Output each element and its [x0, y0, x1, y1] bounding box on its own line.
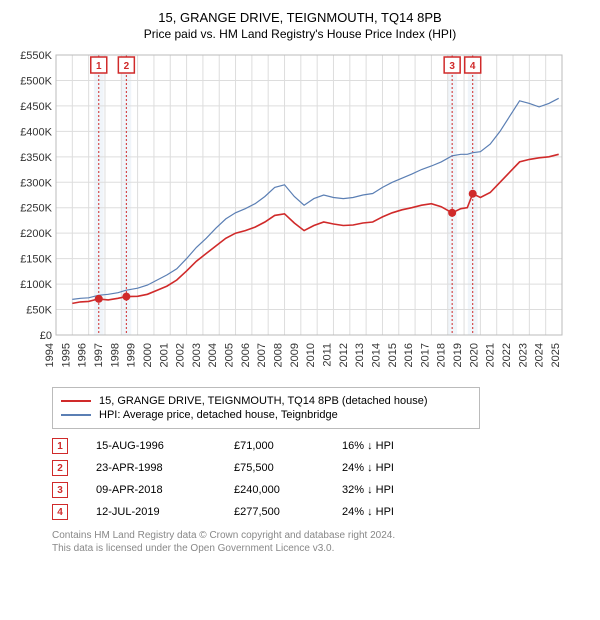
event-row: 3 09-APR-2018 £240,000 32% ↓ HPI — [52, 479, 590, 501]
chart-container: 15, GRANGE DRIVE, TEIGNMOUTH, TQ14 8PB P… — [0, 0, 600, 565]
svg-text:1: 1 — [96, 61, 102, 72]
event-delta: 16% ↓ HPI — [342, 440, 442, 452]
svg-text:1999: 1999 — [126, 343, 138, 367]
legend-label-red: 15, GRANGE DRIVE, TEIGNMOUTH, TQ14 8PB (… — [99, 395, 428, 407]
svg-text:2024: 2024 — [534, 343, 546, 367]
svg-text:2006: 2006 — [240, 343, 252, 367]
svg-text:£200K: £200K — [20, 228, 52, 240]
event-price: £75,500 — [234, 462, 314, 474]
event-price: £277,500 — [234, 506, 314, 518]
svg-text:£500K: £500K — [20, 75, 52, 87]
svg-text:2016: 2016 — [403, 343, 415, 367]
svg-text:£300K: £300K — [20, 177, 52, 189]
svg-text:2014: 2014 — [370, 343, 382, 367]
event-price: £240,000 — [234, 484, 314, 496]
svg-text:2008: 2008 — [273, 343, 285, 367]
event-date: 15-AUG-1996 — [96, 440, 206, 452]
event-delta: 24% ↓ HPI — [342, 506, 442, 518]
svg-text:£100K: £100K — [20, 279, 52, 291]
svg-text:2010: 2010 — [305, 343, 317, 367]
svg-text:2000: 2000 — [142, 343, 154, 367]
svg-text:£550K: £550K — [20, 50, 52, 62]
svg-text:2020: 2020 — [468, 343, 480, 367]
event-row: 1 15-AUG-1996 £71,000 16% ↓ HPI — [52, 435, 590, 457]
svg-text:2: 2 — [124, 61, 130, 72]
svg-text:1996: 1996 — [77, 343, 89, 367]
svg-text:2001: 2001 — [158, 343, 170, 367]
svg-text:2002: 2002 — [175, 343, 187, 367]
event-date: 12-JUL-2019 — [96, 506, 206, 518]
svg-text:2023: 2023 — [517, 343, 529, 367]
chart-svg: £0 £50K £100K £150K £200K £250K £300K £350K £400… — [10, 49, 570, 379]
event-row: 2 23-APR-1998 £75,500 24% ↓ HPI — [52, 457, 590, 479]
svg-text:£250K: £250K — [20, 203, 52, 215]
legend-label-blue: HPI: Average price, detached house, Teig… — [99, 409, 338, 421]
svg-text:£50K: £50K — [26, 305, 52, 317]
svg-text:2007: 2007 — [256, 343, 268, 367]
legend-row-red: 15, GRANGE DRIVE, TEIGNMOUTH, TQ14 8PB (… — [61, 394, 471, 408]
event-marker-1: 1 — [52, 438, 68, 454]
svg-text:4: 4 — [470, 61, 476, 72]
svg-text:2012: 2012 — [338, 343, 350, 367]
chart-subtitle: Price paid vs. HM Land Registry's House … — [10, 27, 590, 41]
svg-text:2013: 2013 — [354, 343, 366, 367]
legend-row-blue: HPI: Average price, detached house, Teig… — [61, 408, 471, 422]
svg-text:£400K: £400K — [20, 126, 52, 138]
svg-text:1998: 1998 — [109, 343, 121, 367]
event-date: 09-APR-2018 — [96, 484, 206, 496]
footer: Contains HM Land Registry data © Crown c… — [52, 529, 590, 555]
legend-swatch-red — [61, 400, 91, 402]
event-marker-4: 4 — [52, 504, 68, 520]
event-price: £71,000 — [234, 440, 314, 452]
svg-text:2022: 2022 — [501, 343, 513, 367]
svg-text:3: 3 — [449, 61, 455, 72]
svg-text:2004: 2004 — [207, 343, 219, 367]
event-marker-2: 2 — [52, 460, 68, 476]
event-marker-3: 3 — [52, 482, 68, 498]
event-delta: 32% ↓ HPI — [342, 484, 442, 496]
svg-text:2005: 2005 — [224, 343, 236, 367]
svg-text:2025: 2025 — [550, 343, 562, 367]
legend: 15, GRANGE DRIVE, TEIGNMOUTH, TQ14 8PB (… — [52, 387, 480, 429]
svg-text:2003: 2003 — [191, 343, 203, 367]
svg-text:2015: 2015 — [387, 343, 399, 367]
svg-text:2009: 2009 — [289, 343, 301, 367]
footer-line-2: This data is licensed under the Open Gov… — [52, 542, 590, 555]
chart-title: 15, GRANGE DRIVE, TEIGNMOUTH, TQ14 8PB — [10, 10, 590, 25]
chart-plot: £0 £50K £100K £150K £200K £250K £300K £350K £400… — [10, 49, 590, 379]
svg-text:£0: £0 — [40, 330, 52, 342]
event-date: 23-APR-1998 — [96, 462, 206, 474]
footer-line-1: Contains HM Land Registry data © Crown c… — [52, 529, 590, 542]
svg-text:1995: 1995 — [60, 343, 72, 367]
svg-text:£150K: £150K — [20, 254, 52, 266]
svg-text:1994: 1994 — [44, 343, 56, 367]
svg-text:2021: 2021 — [485, 343, 497, 367]
svg-text:2011: 2011 — [321, 343, 333, 367]
event-row: 4 12-JUL-2019 £277,500 24% ↓ HPI — [52, 501, 590, 523]
events-table: 1 15-AUG-1996 £71,000 16% ↓ HPI 2 23-APR… — [52, 435, 590, 523]
svg-text:£450K: £450K — [20, 101, 52, 113]
svg-text:1997: 1997 — [93, 343, 105, 367]
svg-text:2018: 2018 — [436, 343, 448, 367]
event-delta: 24% ↓ HPI — [342, 462, 442, 474]
svg-text:2017: 2017 — [419, 343, 431, 367]
legend-swatch-blue — [61, 414, 91, 416]
svg-text:2019: 2019 — [452, 343, 464, 367]
svg-text:£350K: £350K — [20, 152, 52, 164]
